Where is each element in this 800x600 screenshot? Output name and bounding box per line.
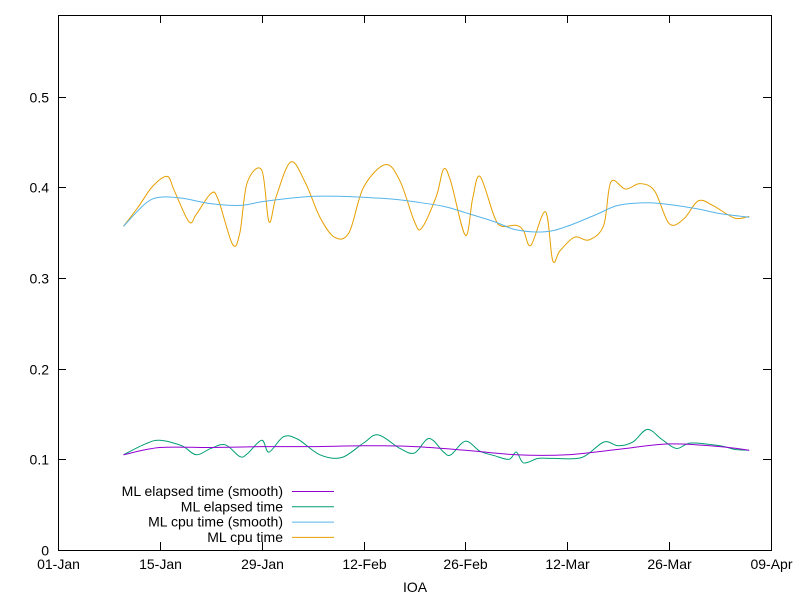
y-tick-label: 0.3 (30, 271, 50, 287)
legend-label-ml-elapsed-time-smooth: ML elapsed time (smooth) (122, 483, 283, 499)
x-tick-label: 29-Jan (241, 556, 284, 572)
x-tick-label: 09-Apr (750, 556, 792, 572)
x-axis: 01-Jan 15-Jan 29-Jan 12-Feb 26-Feb 12-Mar 26-M… (37, 15, 793, 572)
series-line-ml-cpu-time (123, 161, 750, 263)
x-tick-label: 15-Jan (139, 556, 182, 572)
legend: ML elapsed time (smooth)ML elapsed timeM… (122, 483, 334, 545)
x-tick-label: 26-Feb (443, 556, 488, 572)
x-tick-label: 12-Mar (545, 556, 590, 572)
x-tick-label: 01-Jan (37, 556, 80, 572)
y-tick-label: 0.1 (30, 452, 50, 468)
x-tick-label: 12-Feb (342, 556, 387, 572)
x-tick-label: 26-Mar (647, 556, 692, 572)
y-axis: 0 0.1 0.2 0.3 0.4 0.5 (30, 90, 771, 559)
series-layer (123, 161, 750, 464)
series-line-ml-cpu-time-smooth (123, 195, 750, 233)
series-line-ml-elapsed-time (123, 428, 750, 464)
y-tick-label: 0.4 (30, 180, 50, 196)
series-line-ml-elapsed-time-smooth (123, 443, 750, 456)
legend-label-ml-cpu-time: ML cpu time (207, 529, 283, 545)
plot-frame (58, 15, 772, 551)
x-axis-title: IOA (403, 579, 428, 595)
y-tick-label: 0.5 (30, 90, 50, 106)
y-tick-label: 0.2 (30, 362, 50, 378)
legend-label-ml-elapsed-time: ML elapsed time (181, 498, 283, 514)
legend-label-ml-cpu-time-smooth: ML cpu time (smooth) (148, 514, 283, 530)
y-tick-label: 0 (41, 543, 49, 559)
